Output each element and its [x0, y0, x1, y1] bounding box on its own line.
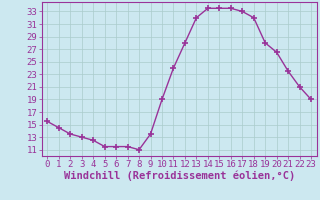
X-axis label: Windchill (Refroidissement éolien,°C): Windchill (Refroidissement éolien,°C)	[64, 171, 295, 181]
